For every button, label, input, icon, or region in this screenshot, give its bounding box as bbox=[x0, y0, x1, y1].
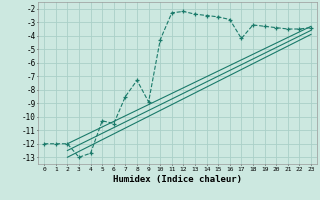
X-axis label: Humidex (Indice chaleur): Humidex (Indice chaleur) bbox=[113, 175, 242, 184]
